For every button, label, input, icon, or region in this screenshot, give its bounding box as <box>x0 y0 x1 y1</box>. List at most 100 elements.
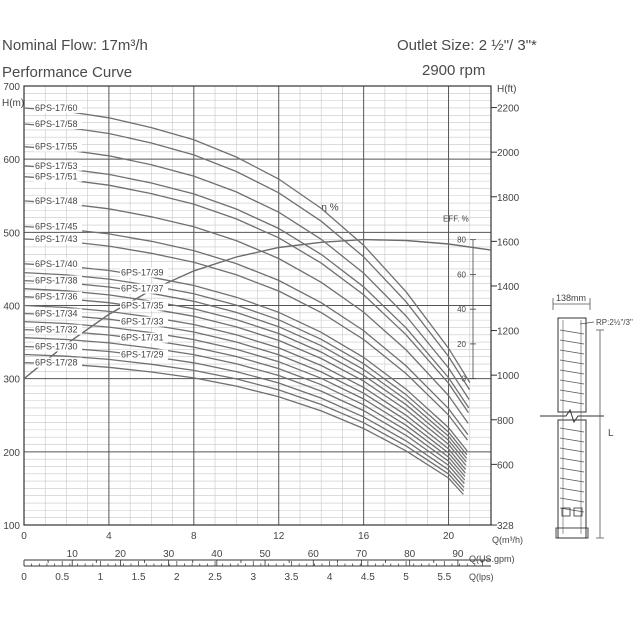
stage-line <box>559 477 585 483</box>
y-right-tick-label: 800 <box>497 416 514 427</box>
eff-tick-label: 40 <box>457 305 466 314</box>
lps-tick-label: 5.5 <box>437 572 451 583</box>
series-label-bg <box>34 357 82 368</box>
series-label: 6PS-17/55 <box>35 142 78 152</box>
gpm-tick-label: 90 <box>452 549 464 560</box>
series-label: 6PS-17/39 <box>121 268 164 278</box>
y-tick-label: 300 <box>3 375 20 386</box>
break-symbol <box>540 408 604 424</box>
lps-tick-label: 0.5 <box>55 572 69 583</box>
series-label: 6PS-17/38 <box>35 276 78 286</box>
pump-base <box>555 527 589 539</box>
series-label-bg <box>34 258 82 269</box>
outlet-label: RP:2½"/3" <box>596 318 633 327</box>
stage-line <box>559 369 585 375</box>
eff-tick-label: 0 <box>462 375 467 384</box>
series-label-bg <box>34 324 82 335</box>
outlet-size-label: Outlet Size: 2 ½"/ 3"* <box>397 37 537 54</box>
stage-line <box>559 437 585 443</box>
x-tick-label: 16 <box>358 531 370 542</box>
y-tick-label: 100 <box>3 521 20 532</box>
lps-tick-label: 5 <box>403 572 409 583</box>
series-label: 6PS-17/43 <box>35 234 78 244</box>
series-label: 6PS-17/45 <box>35 221 78 231</box>
series-label-bg <box>34 233 82 244</box>
series-label-bg <box>120 316 168 327</box>
y-right-axis-label: H(ft) <box>497 84 516 95</box>
y-right-tick-label: 328 <box>497 521 514 532</box>
pump-curve <box>23 337 465 485</box>
pump-curve <box>23 361 464 495</box>
series-label-bg <box>120 349 168 360</box>
efficiency-curve <box>23 238 492 380</box>
lps-tick-label: 3 <box>250 572 256 583</box>
series-label-bg <box>34 221 82 232</box>
y-right-tick-label: 2000 <box>497 148 520 159</box>
stage-line <box>559 487 585 493</box>
stage-line <box>559 447 585 453</box>
y-right-tick-label: 1000 <box>497 371 520 382</box>
eff-tick-label: 20 <box>457 340 466 349</box>
nominal-flow-label: Nominal Flow: 17m³/h <box>2 37 148 54</box>
x-tick-label: 12 <box>273 531 285 542</box>
gpm-tick-label: 80 <box>404 549 416 560</box>
gpm-axis-label: Q(US.gpm) <box>469 554 515 564</box>
x-tick-label: 20 <box>443 531 455 542</box>
eff-tick-label: 80 <box>457 236 466 245</box>
y-right-tick-label: 2200 <box>497 104 520 115</box>
series-label-bg <box>120 300 168 311</box>
pump-curve <box>23 107 471 383</box>
eff-tick-label: 60 <box>457 270 466 279</box>
series-label: 6PS-17/48 <box>35 196 78 206</box>
x-tick-label: 4 <box>106 531 112 542</box>
pump-curve <box>23 176 470 414</box>
series-label-bg <box>34 160 82 171</box>
y-tick-label: 400 <box>3 302 20 313</box>
y-right-tick-label: 600 <box>497 460 514 471</box>
gpm-tick-label: 20 <box>115 549 127 560</box>
pump-curve <box>23 271 468 456</box>
series-label: 6PS-17/36 <box>35 292 78 302</box>
pump-curve <box>23 263 468 452</box>
gpm-tick-label: 40 <box>211 549 223 560</box>
stage-line <box>559 507 585 513</box>
series-label: 6PS-17/58 <box>35 119 78 129</box>
pump-curve <box>23 304 467 470</box>
series-label-bg <box>34 341 82 352</box>
pump-curve <box>23 320 466 477</box>
series-label-bg <box>120 332 168 343</box>
stage-line <box>559 467 585 473</box>
lps-tick-label: 0 <box>21 572 27 583</box>
y-tick-label: 700 <box>3 82 20 93</box>
lps-tick-label: 4 <box>327 572 333 583</box>
gpm-tick-label: 60 <box>308 549 320 560</box>
series-label: 6PS-17/40 <box>35 259 78 269</box>
y-right-tick-label: 1800 <box>497 193 520 204</box>
x-axis-label: Q(m³/h) <box>492 535 523 545</box>
stage-line <box>559 399 585 405</box>
series-label-bg <box>34 119 82 130</box>
length-label: L <box>608 428 614 439</box>
pump-curve <box>23 296 467 466</box>
lps-tick-label: 2 <box>174 572 180 583</box>
gpm-tick-label: 70 <box>356 549 368 560</box>
pump-curve <box>23 200 469 424</box>
pump-curve <box>23 328 466 481</box>
y-right-tick-label: 1400 <box>497 282 520 293</box>
series-label: 6PS-17/35 <box>121 301 164 311</box>
motor-detail <box>573 507 583 517</box>
stage-line <box>559 379 585 385</box>
stage-line <box>559 427 585 433</box>
gpm-tick-label: 10 <box>67 549 79 560</box>
y-tick-label: 200 <box>3 448 20 459</box>
stage-line <box>559 329 585 335</box>
stage-line <box>559 389 585 395</box>
lps-tick-label: 1 <box>98 572 104 583</box>
outlet-leader <box>579 321 595 325</box>
series-label-bg <box>34 171 82 182</box>
pump-curve <box>23 123 471 390</box>
stage-line <box>559 349 585 355</box>
lps-axis-label: Q(lps) <box>469 572 494 582</box>
